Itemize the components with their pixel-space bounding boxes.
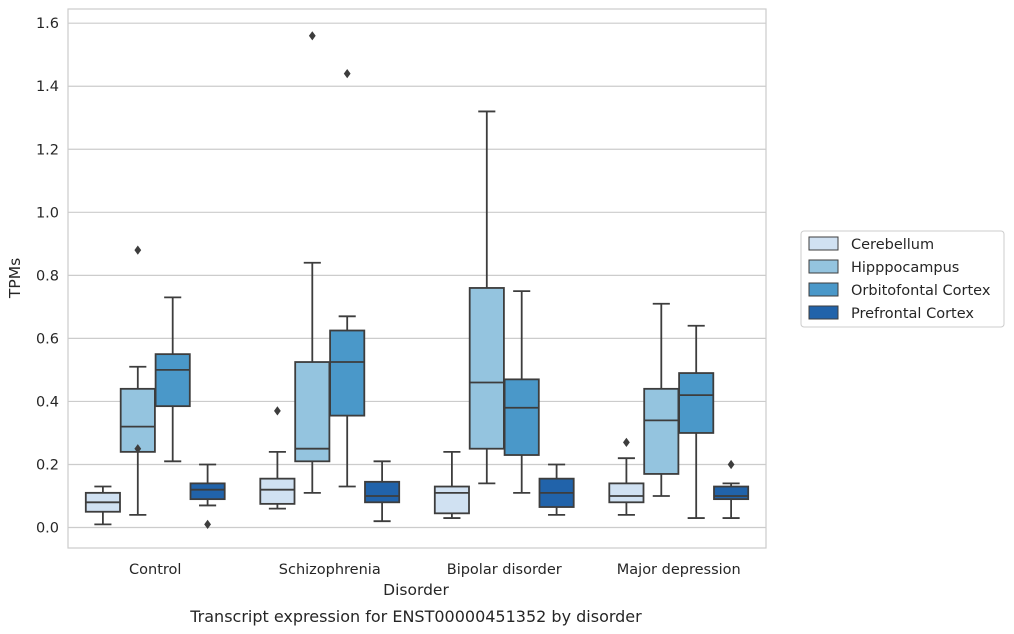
series-prefrontal-cortex [189,459,750,529]
box [433,485,470,515]
box [468,287,505,450]
series-hipppocampus [119,31,680,516]
series-cerebellum [84,406,645,526]
box [364,480,401,504]
y-tick-label: 1.0 [36,205,59,221]
box [608,482,645,504]
y-tick-label: 0.4 [36,394,59,410]
y-tick-label: 1.6 [36,16,59,32]
y-axis-label: TPMs [6,258,24,299]
x-tick-label: Control [129,562,181,578]
plot-frame [67,8,767,549]
x-tick-label: Bipolar disorder [447,562,562,578]
box [119,387,156,453]
legend-label-prefrontal: Prefrontal Cortex [851,306,974,322]
legend-swatch-orbitofrontal [808,282,839,297]
legend-swatch-cerebellum [808,236,839,251]
x-tick-label: Schizophrenia [279,562,381,578]
outlier-point [308,31,316,41]
legend-swatch-hippocampus [808,259,839,274]
legend-swatch-prefrontal [808,305,839,320]
outlier-point [623,437,630,448]
x-tick-label: Major depression [617,562,741,578]
y-tick-label: 1.2 [36,142,59,158]
outlier-point [727,459,735,470]
box [154,353,191,408]
chart-caption: Transcript expression for ENST0000045135… [189,607,642,626]
x-tick-labels: Control Schizophrenia Bipolar disorder Majo… [129,562,741,578]
legend-label-hippocampus: Hipppocampus [851,260,959,276]
box [259,477,296,505]
outlier-point [204,519,211,529]
x-axis-label: Disorder [383,581,449,599]
outlier-point [274,406,281,416]
series-orbitofontal-cortex [154,69,715,519]
box [678,372,715,434]
legend-label-orbitofrontal: Orbitofontal Cortex [851,283,991,299]
y-tick-label: 1.4 [36,79,59,95]
outlier-point [134,245,142,255]
y-tick-label: 0.0 [36,521,59,537]
box [643,387,680,475]
box [294,361,331,463]
box [329,329,366,417]
legend: Cerebellum Hipppocampus Orbitofontal Cor… [800,230,1005,328]
box [713,485,750,501]
outlier-point [134,444,142,454]
box [503,378,540,456]
outlier-point [343,69,351,79]
y-tick-label: 0.2 [36,457,59,473]
legend-label-cerebellum: Cerebellum [851,237,934,253]
y-tick-label: 0.6 [36,331,59,347]
box-series [84,31,750,529]
box [189,482,226,501]
legend-frame [800,230,1005,328]
y-tick-label: 0.8 [36,268,59,284]
y-tick-labels: 0.0 0.2 0.4 0.6 0.8 1.0 1.2 1.4 1.6 [36,16,59,536]
